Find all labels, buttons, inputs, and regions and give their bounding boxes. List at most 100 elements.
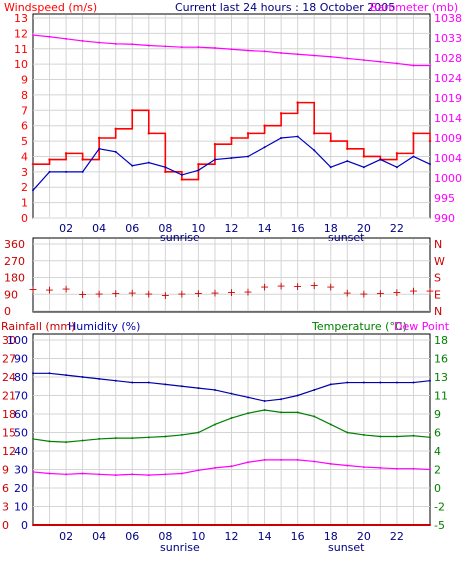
time-tick-label: 12 bbox=[225, 530, 239, 543]
temperature-point bbox=[429, 436, 431, 439]
rain-point bbox=[164, 524, 167, 526]
temperature-tick-label: 16 bbox=[434, 353, 448, 366]
dewpoint-point bbox=[48, 472, 51, 475]
wind-speed-point bbox=[329, 139, 332, 143]
time-tick-label: 14 bbox=[258, 222, 272, 235]
direction-point: + bbox=[359, 287, 368, 300]
barometer-point bbox=[247, 49, 250, 52]
wind-average-point bbox=[296, 135, 299, 138]
barometer-point bbox=[164, 45, 167, 48]
rain-point bbox=[247, 524, 250, 526]
dewpoint-point bbox=[147, 474, 150, 477]
wind-tick-label: 6 bbox=[21, 120, 28, 133]
temperature-tick-label: 18 bbox=[434, 334, 448, 347]
barometer-point bbox=[313, 54, 316, 57]
temperature-tick-label: 0 bbox=[434, 482, 441, 495]
dewpoint-point bbox=[329, 462, 332, 465]
wind-speed-point bbox=[197, 162, 200, 166]
rain-tick-label: 24 bbox=[2, 371, 16, 384]
time-tick-label: 06 bbox=[125, 222, 139, 235]
wind-speed-point bbox=[114, 127, 117, 130]
wind-speed-point bbox=[346, 147, 349, 150]
humidity-point bbox=[98, 377, 101, 380]
sunrise-label-bottom: sunrise bbox=[160, 541, 200, 554]
barometer-tick-label: 1004 bbox=[434, 152, 462, 165]
dewpoint-point bbox=[346, 464, 349, 467]
wind-average-point bbox=[395, 166, 398, 169]
windspeed-axis-title: Windspeed (m/s) bbox=[4, 1, 97, 14]
rain-point bbox=[263, 524, 266, 526]
rain-point bbox=[65, 524, 68, 526]
humidity-point bbox=[263, 400, 266, 403]
direction-point: + bbox=[161, 289, 170, 302]
time-tick-label: 02 bbox=[59, 530, 73, 543]
dewpoint-point bbox=[81, 472, 84, 475]
direction-point: + bbox=[61, 283, 70, 296]
wind-speed-point bbox=[31, 162, 35, 166]
rain-point bbox=[197, 524, 200, 526]
temperature-point bbox=[412, 434, 415, 437]
rain-point bbox=[230, 524, 233, 526]
dewpoint-point bbox=[263, 458, 266, 461]
dewpoint-axis-title: Dew Point bbox=[394, 320, 450, 333]
temperature-tick-label: -2 bbox=[434, 501, 445, 514]
humidity-tick-label: 90 bbox=[14, 353, 28, 366]
wind-tick-label: 9 bbox=[21, 74, 28, 87]
temperature-point bbox=[65, 441, 68, 444]
wind-average-point bbox=[213, 158, 216, 161]
humidity-point bbox=[81, 376, 84, 378]
wind-average-point bbox=[280, 137, 283, 139]
barometer-point bbox=[280, 52, 283, 54]
barometer-point bbox=[362, 59, 365, 62]
wind-speed-point bbox=[313, 132, 316, 135]
humidity-point bbox=[313, 388, 316, 391]
humidity-point bbox=[362, 381, 365, 384]
time-tick-label: 22 bbox=[390, 530, 404, 543]
dewpoint-point bbox=[98, 473, 101, 476]
humidity-point bbox=[346, 381, 349, 384]
time-tick-label: 18 bbox=[324, 222, 338, 235]
temperature-tick-label: -5 bbox=[434, 519, 445, 532]
barometer-tick-label: 1019 bbox=[434, 92, 462, 105]
wind-speed-point bbox=[81, 158, 84, 161]
direction-point: + bbox=[28, 283, 37, 296]
rain-tick-label: 9 bbox=[2, 464, 9, 477]
humidity-tick-label: 80 bbox=[14, 371, 28, 384]
rain-point bbox=[147, 524, 150, 526]
wind-average-point bbox=[48, 170, 51, 173]
humidity-point bbox=[395, 381, 398, 384]
wind-speed-point bbox=[131, 109, 134, 112]
wind-speed-point bbox=[296, 101, 299, 104]
wind-tick-label: 3 bbox=[21, 166, 28, 179]
temperature-axis-title: Temperature (°C) bbox=[311, 320, 407, 333]
direction-tick-label: 180 bbox=[4, 272, 25, 285]
rain-point bbox=[131, 524, 134, 526]
time-tick-label: 10 bbox=[191, 222, 205, 235]
barometer-tick-label: 1024 bbox=[434, 72, 462, 85]
wind-tick-label: 4 bbox=[21, 150, 28, 163]
wind-speed-point bbox=[412, 132, 415, 135]
wind-tick-label: 7 bbox=[21, 104, 28, 117]
time-tick-label: 12 bbox=[225, 222, 239, 235]
barometer-point bbox=[346, 57, 349, 60]
barometer-point bbox=[147, 44, 150, 47]
direction-point: + bbox=[277, 279, 286, 292]
direction-point: + bbox=[144, 287, 153, 300]
barometer-point bbox=[114, 42, 117, 45]
direction-point: + bbox=[45, 284, 54, 297]
humidity-tick-label: 50 bbox=[14, 427, 28, 440]
direction-tick-label: 0 bbox=[4, 305, 11, 318]
direction-point: + bbox=[260, 281, 269, 294]
wind-average-point bbox=[346, 160, 349, 163]
humidity-point bbox=[213, 388, 216, 391]
wind-speed-point bbox=[97, 136, 101, 140]
compass-tick-label: S bbox=[434, 272, 441, 285]
rain-point bbox=[280, 524, 283, 526]
wind-speed-point bbox=[180, 178, 184, 181]
rain-point bbox=[395, 524, 398, 526]
temperature-point bbox=[213, 423, 216, 426]
rain-tick-label: 12 bbox=[2, 445, 16, 458]
wind-tick-label: 12 bbox=[14, 27, 28, 40]
temperature-point bbox=[313, 415, 316, 418]
dewpoint-point bbox=[32, 470, 34, 473]
